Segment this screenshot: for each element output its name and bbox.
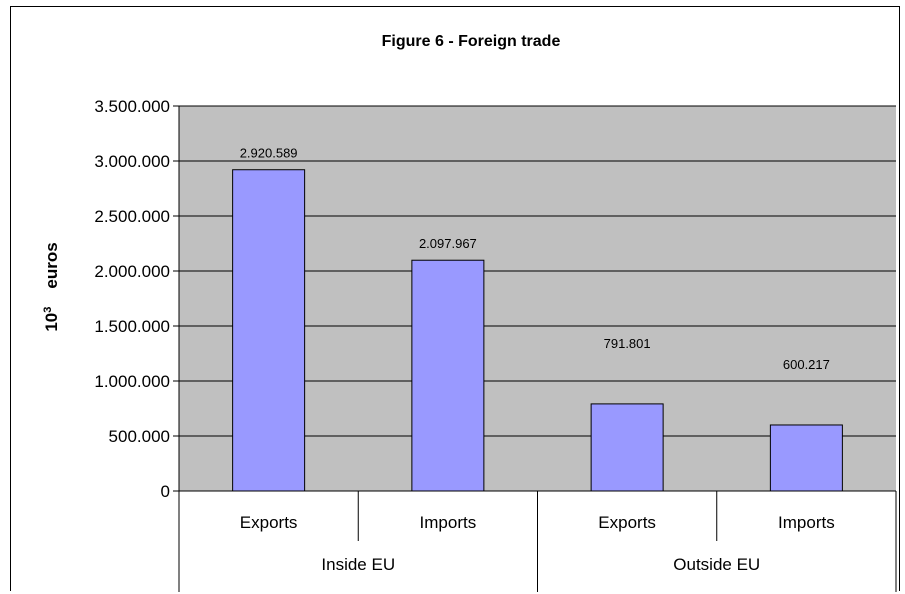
y-axis-label-unit: euros [42,242,61,288]
x-category-label: Imports [420,513,477,532]
x-group-label: Inside EU [321,555,395,574]
chart-frame: Figure 6 - Foreign trade 2.920.589 2.097.… [10,6,900,592]
chart-title: Figure 6 - Foreign trade [382,33,561,50]
bar [232,169,306,492]
y-tick-label: 1.500.000 [94,317,170,336]
y-tick-label: 2.500.000 [94,207,170,226]
data-label: 791.801 [604,336,651,351]
y-axis-label-exponent: 3 [42,307,54,313]
y-tick-label: 1.000.000 [94,372,170,391]
x-category-label: Exports [240,513,298,532]
y-axis-label-base: 10 [42,313,61,332]
y-tick-label: 3.000.000 [94,152,170,171]
y-tick-label: 0 [161,482,170,501]
y-tick-label: 3.500.000 [94,97,170,116]
bar [769,424,843,492]
bar-chart: Figure 6 - Foreign trade 2.920.589 2.097.… [42,33,897,592]
y-axis-label: 103 euros [42,242,61,331]
bar [590,403,664,492]
y-axis: 0 500.000 1.000.000 1.500.000 2.000.000 2.500… [94,97,180,501]
data-label: 600.217 [783,357,830,372]
x-axis: Exports Imports Exports Imports Inside EU Out… [178,490,897,592]
x-group-label: Outside EU [673,555,760,574]
svg-text:103euros: 103 euros [42,242,61,331]
data-label: 2.920.589 [240,146,298,161]
y-tick-label: 500.000 [109,427,170,446]
x-category-label: Exports [598,513,656,532]
data-label: 2.097.967 [419,236,477,251]
y-tick-label: 2.000.000 [94,262,170,281]
data-labels: 2.920.589 2.097.967 791.801 600.217 [240,146,830,372]
bar [411,259,485,492]
x-category-label: Imports [778,513,835,532]
